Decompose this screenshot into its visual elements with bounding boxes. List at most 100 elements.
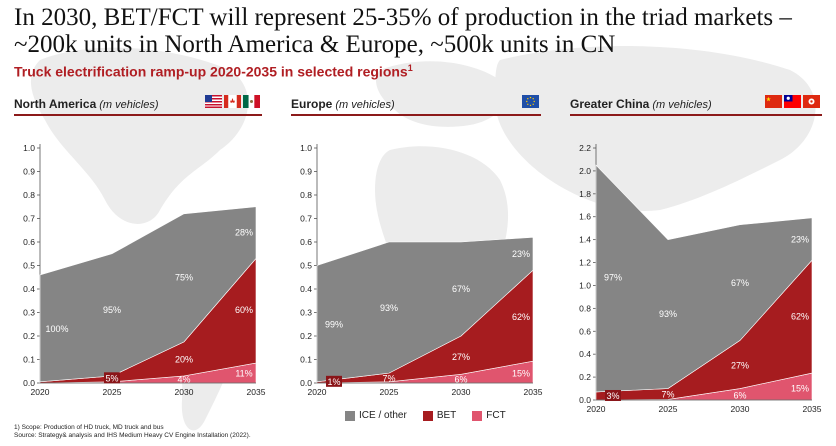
data-label: 97% — [604, 272, 622, 282]
y-tick-label: 0.5 — [23, 261, 35, 271]
y-tick-label: 1.4 — [579, 235, 591, 245]
x-tick-label: 2030 — [731, 404, 750, 414]
flags-group — [205, 95, 260, 111]
subtitle-footnote-marker: 1 — [407, 63, 413, 73]
legend-label: ICE / other — [359, 410, 407, 421]
panel-title: Europe (m vehicles) — [291, 97, 395, 111]
y-tick-label: 0.6 — [579, 326, 591, 336]
y-tick-label: 2.0 — [579, 166, 591, 176]
subtitle: Truck electrification ramp-up 2020-2035 … — [14, 63, 413, 80]
data-label: 15% — [512, 369, 530, 379]
y-tick-label: 2.2 — [579, 143, 591, 153]
legend-item-fct: FCT — [472, 410, 506, 421]
x-tick-label: 2020 — [308, 387, 327, 397]
y-tick-label: 0.5 — [300, 261, 312, 271]
data-label: 4% — [177, 374, 190, 384]
y-tick-label: 0.0 — [579, 395, 591, 405]
panel-unit: (m vehicles) — [652, 99, 712, 111]
y-tick-label: 0.9 — [300, 167, 312, 177]
data-label: 62% — [512, 312, 530, 322]
x-tick-label: 2030 — [175, 387, 194, 397]
legend-swatch — [472, 410, 483, 421]
data-label: 23% — [512, 249, 530, 259]
data-label: 7% — [382, 373, 395, 383]
us-flag-icon — [205, 95, 222, 108]
panel-region-name: Greater China — [570, 97, 650, 111]
flags-group — [765, 95, 820, 111]
data-label: 100% — [45, 324, 68, 334]
panel-unit: (m vehicles) — [99, 99, 159, 111]
footnote: 1) Scope: Production of HD truck, MD tru… — [14, 424, 251, 440]
data-label: 93% — [659, 309, 677, 319]
data-label: 27% — [731, 361, 749, 371]
y-tick-label: 1.0 — [23, 143, 35, 153]
x-tick-label: 2035 — [247, 387, 266, 397]
data-label: 15% — [791, 384, 809, 394]
y-tick-label: 0.7 — [23, 214, 35, 224]
legend-swatch — [422, 410, 433, 421]
x-tick-label: 2035 — [803, 404, 822, 414]
y-tick-label: 0.1 — [23, 355, 35, 365]
data-label: 11% — [235, 369, 252, 379]
data-label: 60% — [235, 305, 253, 315]
panel-header: North America (m vehicles) — [14, 92, 262, 116]
data-label: 5% — [105, 373, 118, 383]
data-label: 93% — [380, 303, 398, 313]
y-tick-label: 0.8 — [23, 190, 35, 200]
data-label: 7% — [661, 389, 674, 399]
y-tick-label: 1.0 — [300, 143, 312, 153]
panel-unit: (m vehicles) — [335, 99, 395, 111]
y-tick-label: 1.0 — [579, 280, 591, 290]
y-tick-label: 0.8 — [579, 303, 591, 313]
data-label: 28% — [235, 228, 253, 238]
flags-group — [522, 95, 539, 111]
data-label-box — [326, 375, 342, 387]
data-label: 75% — [175, 272, 193, 282]
data-label: 1% — [327, 377, 340, 387]
data-label-box — [104, 372, 120, 384]
panel-title: North America (m vehicles) — [14, 97, 159, 111]
hongkong-flag-icon — [803, 95, 820, 108]
panel-greater-china: Greater China (m vehicles) 0.0 0.2 0.4 0.6 0.… — [570, 92, 822, 414]
area-series-ice — [39, 206, 257, 383]
eu-flag-icon — [522, 95, 539, 108]
x-tick-label: 2020 — [587, 404, 606, 414]
y-tick-label: 0.6 — [300, 237, 312, 247]
y-tick-label: 0.8 — [300, 190, 312, 200]
panel-header: Greater China (m vehicles) — [570, 92, 822, 116]
legend-item-ice: ICE / other — [345, 410, 407, 421]
data-label: 23% — [791, 235, 809, 245]
data-label: 62% — [791, 311, 809, 321]
chart-north-america: 0.0 0.1 0.2 0.3 0.4 0.5 0.6 0.7 0.8 0.9 1.0 2020 202… — [23, 143, 266, 397]
y-tick-label: 0.3 — [300, 308, 312, 318]
y-tick-label: 0.2 — [23, 331, 35, 341]
y-tick-label: 0.4 — [300, 284, 312, 294]
x-tick-label: 2030 — [452, 387, 471, 397]
data-label: 20% — [175, 355, 193, 365]
legend-item-bet: BET — [422, 410, 457, 421]
y-tick-label: 0.3 — [23, 308, 35, 318]
chart-europe: 0.0 0.1 0.2 0.3 0.4 0.5 0.6 0.7 0.8 0.9 1.0 2020 202… — [300, 143, 543, 397]
data-label: 95% — [103, 305, 121, 315]
legend: ICE / other BET FCT — [345, 410, 506, 421]
y-tick-label: 0.0 — [300, 378, 312, 388]
y-tick-label: 0.4 — [23, 284, 35, 294]
y-tick-label: 0.7 — [300, 214, 312, 224]
y-tick-label: 0.2 — [579, 372, 591, 382]
legend-label: BET — [436, 410, 457, 421]
x-tick-label: 2025 — [103, 387, 122, 397]
panel-region-name: North America — [14, 97, 97, 111]
x-tick-label: 2025 — [380, 387, 399, 397]
footnote-source: Source: Strategy& analysis and IHS Mediu… — [14, 432, 251, 439]
y-tick-label: 1.6 — [579, 212, 591, 222]
y-tick-label: 0.2 — [300, 331, 312, 341]
y-tick-label: 0.1 — [300, 355, 312, 365]
data-label: 6% — [454, 374, 467, 384]
footnote-scope: 1) Scope: Production of HD truck, MD tru… — [14, 424, 164, 431]
panel-north-america: North America (m vehicles) 0.0 0.1 0.2 0.3 0.… — [14, 92, 266, 398]
taiwan-flag-icon — [784, 95, 801, 108]
x-tick-label: 2025 — [659, 404, 678, 414]
data-label: 6% — [733, 390, 746, 400]
data-label: 99% — [325, 319, 343, 329]
panel-title: Greater China (m vehicles) — [570, 97, 712, 111]
